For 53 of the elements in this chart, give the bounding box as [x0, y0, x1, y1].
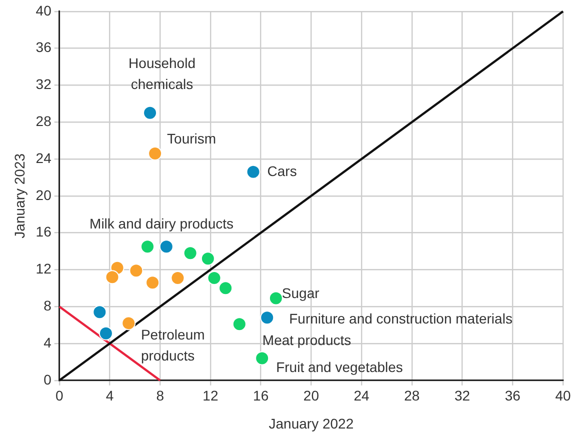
- point: [232, 317, 246, 332]
- x-tick-label: 28: [404, 388, 420, 404]
- annotation: Cars: [267, 162, 297, 179]
- y-tick-label: 16: [36, 224, 52, 240]
- x-tick-label: 40: [555, 388, 571, 404]
- y-axis-title: January 2023: [11, 153, 28, 238]
- y-tick-label: 4: [44, 334, 52, 350]
- point: [143, 106, 158, 120]
- y-tick-label: 40: [36, 2, 52, 18]
- point: [170, 271, 185, 286]
- annotation: Meat products: [262, 332, 352, 348]
- point: [200, 252, 215, 266]
- x-tick-label: 8: [156, 388, 164, 404]
- point: [268, 291, 283, 306]
- x-tick-label: 0: [55, 388, 64, 404]
- annotation: Household chemicals: [128, 55, 196, 92]
- point: [140, 240, 155, 254]
- point: [92, 305, 107, 320]
- annotation: Furniture and construction materials: [289, 310, 512, 327]
- point: [148, 146, 162, 160]
- point: [129, 264, 144, 278]
- y-tick-label: 24: [36, 150, 52, 166]
- point: [183, 246, 198, 260]
- y-tick-label: 36: [36, 39, 52, 56]
- point: [255, 351, 270, 366]
- x-axis-title: January 2022: [268, 415, 354, 432]
- x-tick-label: 20: [303, 388, 320, 404]
- annotation: Tourism: [167, 130, 216, 146]
- point: [246, 164, 260, 179]
- annotation: Petroleum products: [140, 326, 205, 364]
- x-tick-label: 12: [202, 388, 218, 404]
- x-tick-label: 4: [106, 388, 114, 404]
- point: [122, 316, 136, 330]
- y-tick-label: 12: [36, 260, 52, 277]
- x-tick-label: 24: [354, 388, 370, 404]
- annotation: Milk and dairy products: [90, 215, 234, 232]
- y-tick-label: 20: [36, 186, 52, 203]
- y-tick-label: 32: [36, 76, 52, 92]
- annotation: Fruit and vegetables: [276, 359, 403, 376]
- y-tick-label: 28: [36, 112, 52, 129]
- annotation: Sugar: [282, 285, 320, 302]
- point: [105, 270, 120, 284]
- point: [260, 310, 274, 325]
- point: [207, 271, 222, 286]
- x-tick-label: 16: [253, 388, 269, 404]
- x-tick-label: 36: [504, 388, 521, 404]
- x-tick-label: 32: [454, 388, 470, 404]
- point: [159, 240, 174, 254]
- point: [146, 276, 160, 290]
- y-tick-label: 8: [44, 297, 52, 314]
- y-tick-label: 0: [44, 371, 52, 388]
- point: [218, 281, 233, 296]
- point: [98, 326, 113, 340]
